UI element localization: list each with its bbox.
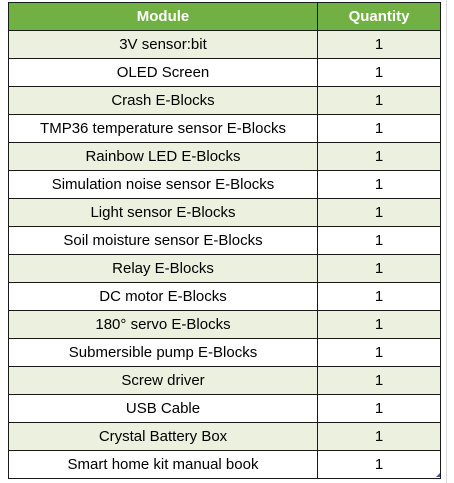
module-cell[interactable]: Light sensor E-Blocks — [8, 198, 318, 227]
quantity-column-header[interactable]: Quantity — [317, 2, 441, 31]
table-row: OLED Screen 1 — [8, 58, 441, 87]
table-header-row: Module Quantity — [8, 2, 441, 31]
table-body: 3V sensor:bit 1 OLED Screen 1 Crash E-Bl… — [8, 30, 441, 479]
module-cell[interactable]: Submersible pump E-Blocks — [8, 338, 318, 367]
quantity-cell[interactable]: 1 — [317, 338, 441, 367]
quantity-cell[interactable]: 1 — [317, 58, 441, 87]
quantity-cell[interactable]: 1 — [317, 450, 441, 479]
module-cell[interactable]: 180° servo E-Blocks — [8, 310, 318, 339]
module-cell[interactable]: Rainbow LED E-Blocks — [8, 142, 318, 171]
module-cell[interactable]: DC motor E-Blocks — [8, 282, 318, 311]
module-cell[interactable]: Simulation noise sensor E-Blocks — [8, 170, 318, 199]
table-row: DC motor E-Blocks 1 — [8, 282, 441, 311]
quantity-cell[interactable]: 1 — [317, 86, 441, 115]
table-row: Simulation noise sensor E-Blocks 1 — [8, 170, 441, 199]
table-row: Soil moisture sensor E-Blocks 1 — [8, 226, 441, 255]
table-row: 180° servo E-Blocks 1 — [8, 310, 441, 339]
table-row: Crystal Battery Box 1 — [8, 422, 441, 451]
module-cell[interactable]: Crystal Battery Box — [8, 422, 318, 451]
table-row: Relay E-Blocks 1 — [8, 254, 441, 283]
module-cell[interactable]: OLED Screen — [8, 58, 318, 87]
table-row: Smart home kit manual book 1 — [8, 450, 441, 479]
table-row: 3V sensor:bit 1 — [8, 30, 441, 59]
quantity-cell[interactable]: 1 — [317, 226, 441, 255]
quantity-cell[interactable]: 1 — [317, 394, 441, 423]
module-cell[interactable]: Crash E-Blocks — [8, 86, 318, 115]
table-row: TMP36 temperature sensor E-Blocks 1 — [8, 114, 441, 143]
quantity-cell[interactable]: 1 — [317, 198, 441, 227]
sheet-gridline — [446, 0, 447, 483]
table-row: USB Cable 1 — [8, 394, 441, 423]
quantity-cell[interactable]: 1 — [317, 114, 441, 143]
quantity-cell[interactable]: 1 — [317, 366, 441, 395]
module-column-header[interactable]: Module — [8, 2, 318, 31]
module-cell[interactable]: USB Cable — [8, 394, 318, 423]
table-row: Screw driver 1 — [8, 366, 441, 395]
table-row: Light sensor E-Blocks 1 — [8, 198, 441, 227]
fill-handle-icon[interactable] — [436, 473, 440, 477]
quantity-cell[interactable]: 1 — [317, 422, 441, 451]
module-cell[interactable]: Relay E-Blocks — [8, 254, 318, 283]
quantity-cell[interactable]: 1 — [317, 142, 441, 171]
table-row: Crash E-Blocks 1 — [8, 86, 441, 115]
quantity-cell[interactable]: 1 — [317, 30, 441, 59]
table-row: Rainbow LED E-Blocks 1 — [8, 142, 441, 171]
module-cell[interactable]: Soil moisture sensor E-Blocks — [8, 226, 318, 255]
module-cell[interactable]: 3V sensor:bit — [8, 30, 318, 59]
module-cell[interactable]: TMP36 temperature sensor E-Blocks — [8, 114, 318, 143]
quantity-cell[interactable]: 1 — [317, 254, 441, 283]
quantity-cell[interactable]: 1 — [317, 170, 441, 199]
table-row: Submersible pump E-Blocks 1 — [8, 338, 441, 367]
module-cell[interactable]: Smart home kit manual book — [8, 450, 318, 479]
module-cell[interactable]: Screw driver — [8, 366, 318, 395]
quantity-cell[interactable]: 1 — [317, 310, 441, 339]
quantity-cell[interactable]: 1 — [317, 282, 441, 311]
parts-list-table: Module Quantity 3V sensor:bit 1 OLED Scr… — [8, 2, 441, 479]
